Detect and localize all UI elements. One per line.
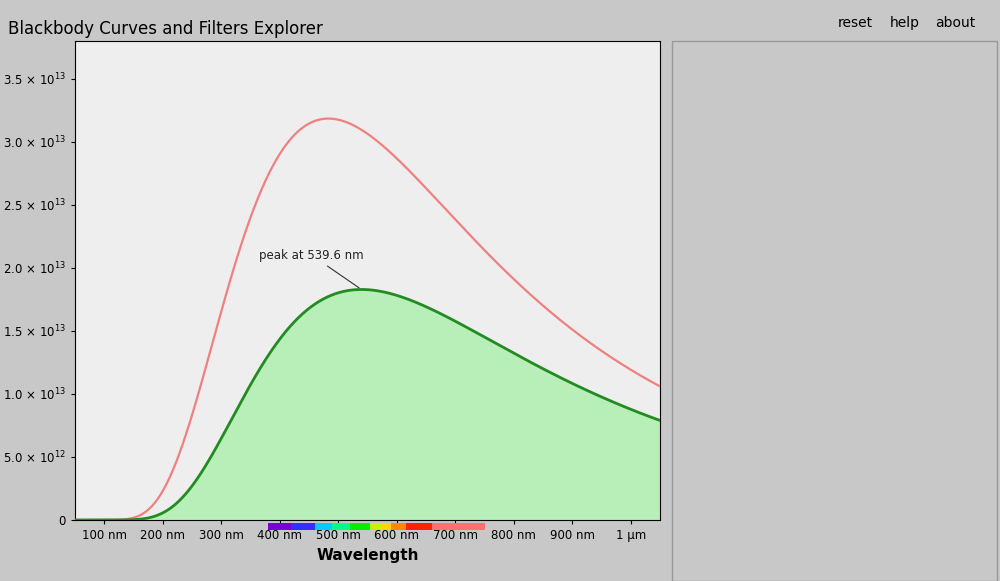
Text: area under curve: area under curve xyxy=(892,206,982,216)
Text: peak
wavelength: peak wavelength xyxy=(811,196,871,217)
Bar xyxy=(695,178,719,198)
Text: autoscale to all curves: autoscale to all curves xyxy=(722,458,864,471)
Circle shape xyxy=(697,417,709,437)
Circle shape xyxy=(697,455,709,475)
Text: 483.0 nm: 483.0 nm xyxy=(813,233,869,246)
FancyBboxPatch shape xyxy=(676,44,805,91)
Text: lock scale: lock scale xyxy=(722,421,784,433)
Text: add curve: add curve xyxy=(717,308,780,321)
Text: W/m²: W/m² xyxy=(957,257,992,270)
Bar xyxy=(688,137,981,146)
FancyBboxPatch shape xyxy=(786,124,831,158)
Bar xyxy=(682,295,815,334)
Text: ✓: ✓ xyxy=(702,182,712,195)
Bar xyxy=(815,99,922,124)
Text: horizontal scale: horizontal scale xyxy=(850,361,943,374)
Text: temperature:: temperature: xyxy=(726,107,808,120)
Text: help: help xyxy=(890,16,920,30)
Text: ✓: ✓ xyxy=(702,159,712,172)
Bar xyxy=(678,384,991,565)
Text: temperature: temperature xyxy=(711,206,776,216)
Bar xyxy=(695,156,719,175)
Text: 5370: 5370 xyxy=(851,105,886,119)
Text: 6000 K: 6000 K xyxy=(723,233,764,246)
FancyBboxPatch shape xyxy=(819,349,974,387)
Text: peak at 539.6 nm: peak at 539.6 nm xyxy=(259,249,364,288)
Text: highlight area under curve: highlight area under curve xyxy=(734,159,892,172)
Text: 4.71×10: 4.71×10 xyxy=(898,257,957,270)
Bar xyxy=(678,89,991,343)
Text: 539.6 nm: 539.6 nm xyxy=(808,257,874,270)
Text: remove curve: remove curve xyxy=(876,308,962,321)
Text: 5370 K: 5370 K xyxy=(719,257,768,270)
Bar xyxy=(848,295,991,334)
X-axis label: Wavelength: Wavelength xyxy=(316,547,419,562)
Text: autoscale to selected curve: autoscale to selected curve xyxy=(722,496,896,509)
Text: about: about xyxy=(935,16,975,30)
Text: reset: reset xyxy=(837,16,873,30)
Text: 7: 7 xyxy=(952,230,958,240)
Circle shape xyxy=(700,460,706,469)
Bar xyxy=(682,216,991,278)
Text: 7: 7 xyxy=(952,254,959,264)
Text: K: K xyxy=(938,105,947,118)
Text: vertical scale: vertical scale xyxy=(704,358,792,371)
Text: W/m²: W/m² xyxy=(957,235,987,245)
Text: indicate peak wavelength: indicate peak wavelength xyxy=(734,182,887,195)
Text: 7.35×10: 7.35×10 xyxy=(898,233,949,246)
FancyBboxPatch shape xyxy=(803,49,915,92)
Text: filters: filters xyxy=(841,64,877,77)
Circle shape xyxy=(697,493,709,512)
Text: curves: curves xyxy=(719,60,761,74)
FancyBboxPatch shape xyxy=(676,345,821,385)
Text: Blackbody Curves and Filters Explorer: Blackbody Curves and Filters Explorer xyxy=(8,20,323,38)
